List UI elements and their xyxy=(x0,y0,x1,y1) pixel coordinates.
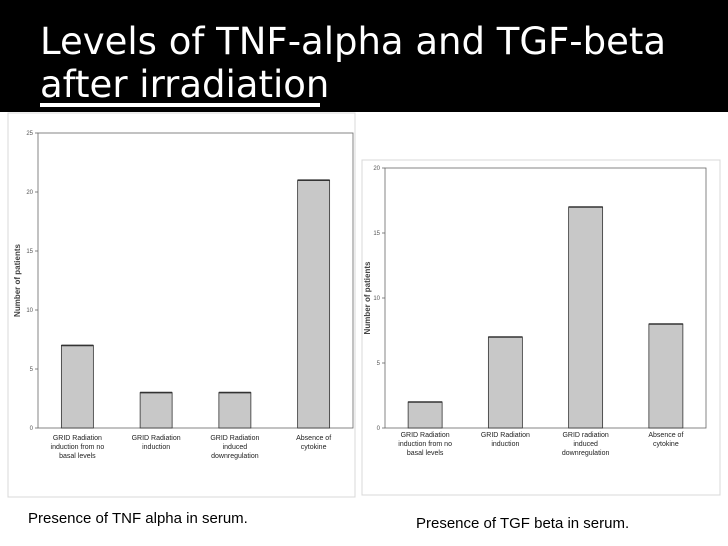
x-tick-label-4: Absence of cytokine xyxy=(648,432,683,448)
x-tick-label-line: downregulation xyxy=(211,453,259,460)
x-tick-label-line: cytokine xyxy=(653,441,679,448)
bar-3 xyxy=(218,392,252,429)
x-tick-label-line: cytokine xyxy=(301,444,327,451)
title-underline xyxy=(40,103,320,107)
bar-1 xyxy=(407,401,443,429)
y-tick-label-10: 10 xyxy=(26,308,33,314)
x-tick-label-line: Absence of xyxy=(296,435,331,442)
x-tick-label-2: GRID Radiation induction xyxy=(481,432,530,448)
slide-title: Levels of TNF-alpha and TGF-beta after i… xyxy=(40,20,667,106)
chart-2: 0 5 10 15 20 Number of patients GRID Radiation… xyxy=(361,159,721,496)
bar-4 xyxy=(648,323,684,429)
x-tick-label-line: GRID Radiation xyxy=(53,435,102,442)
x-tick-label-line: induced xyxy=(223,444,248,451)
bar-4 xyxy=(297,179,331,429)
x-tick-label-2: GRID Radiation induction xyxy=(132,435,181,451)
chart-frame xyxy=(7,112,356,498)
caption-tnf-alpha: Presence of TNF alpha in serum. xyxy=(28,510,248,527)
x-tick-label-3: GRID Radiation induced downregulation xyxy=(210,435,259,460)
x-tick-label-line: induction from no xyxy=(398,441,452,448)
bar-3 xyxy=(568,206,604,429)
x-tick-label-line: induction from no xyxy=(51,444,105,451)
x-tick-label-line: induced xyxy=(573,441,598,448)
bar-1 xyxy=(60,344,94,429)
y-tick-label-20: 20 xyxy=(26,190,33,196)
bar-2 xyxy=(139,392,173,429)
chart-frame xyxy=(361,159,721,496)
title-band xyxy=(0,0,728,112)
y-tick-label-0: 0 xyxy=(30,426,34,432)
plot-area xyxy=(37,132,354,429)
x-tick-label-line: GRID Radiation xyxy=(210,435,259,442)
x-tick-label-line: induction xyxy=(142,444,170,451)
x-tick-label-line: Absence of xyxy=(648,432,683,439)
x-tick-label-1: GRID Radiation induction from no basal lev… xyxy=(398,432,452,457)
y-axis-title: Number of patients xyxy=(363,261,372,334)
x-tick-label-line: basal levels xyxy=(407,450,444,457)
y-tick-label-10: 10 xyxy=(373,296,380,302)
y-axis-title: Number of patients xyxy=(13,244,22,317)
chart-1: 0 5 10 15 20 25 Number of patients GRID Radiati… xyxy=(7,112,356,498)
x-tick-label-line: GRID Radiation xyxy=(132,435,181,442)
caption-tgf-beta: Presence of TGF beta in serum. xyxy=(416,515,630,532)
x-tick-label-line: GRID radiation xyxy=(562,432,608,439)
x-tick-label-line: induction xyxy=(491,441,519,448)
y-tick-label-15: 15 xyxy=(26,249,33,255)
x-tick-label-line: GRID Radiation xyxy=(481,432,530,439)
x-tick-label-1: GRID Radiation induction from no basal lev… xyxy=(51,435,105,460)
y-tick-label-5: 5 xyxy=(377,361,381,367)
x-tick-label-line: downregulation xyxy=(562,450,610,457)
y-tick-label-5: 5 xyxy=(30,367,34,373)
y-tick-label-0: 0 xyxy=(377,426,381,432)
x-tick-label-4: Absence of cytokine xyxy=(296,435,331,451)
x-tick-label-line: GRID Radiation xyxy=(401,432,450,439)
bar-2 xyxy=(487,336,523,429)
y-tick-label-15: 15 xyxy=(373,231,380,237)
x-tick-label-line: basal levels xyxy=(59,453,96,460)
y-tick-label-20: 20 xyxy=(373,166,380,172)
y-tick-label-25: 25 xyxy=(26,131,33,137)
x-tick-label-3: GRID radiation induced downregulation xyxy=(562,432,610,457)
